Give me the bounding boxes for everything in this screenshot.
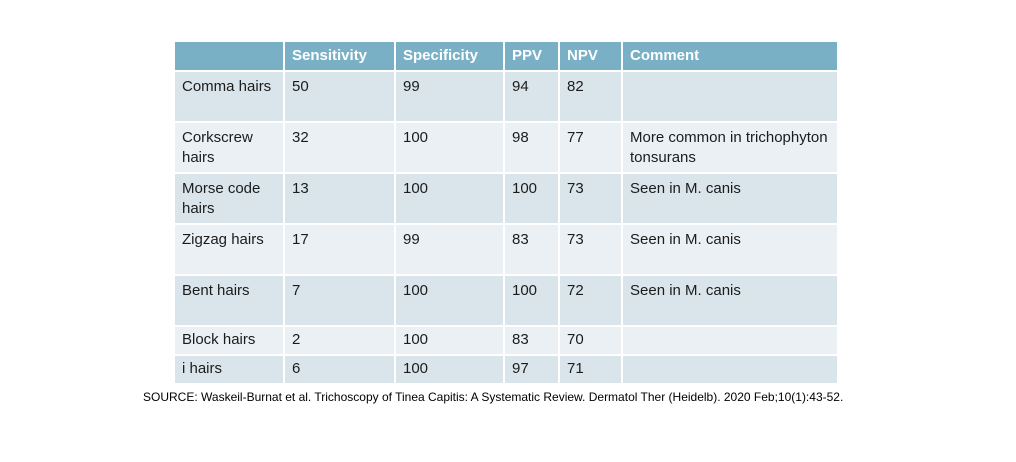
comment-cell: More common in trichophyton tonsurans [623,123,837,172]
comment-cell [623,72,837,121]
table-row-morse-code-hairs: Morse code hairs 13 100 100 73 Seen in M… [175,174,837,223]
sensitivity-cell: 50 [285,72,394,121]
row-label: i hairs [175,356,283,383]
comment-cell: Seen in M. canis [623,174,837,223]
comment-cell [623,356,837,383]
sensitivity-cell: 13 [285,174,394,223]
npv-cell: 82 [560,72,621,121]
table-row-bent-hairs: Bent hairs 7 100 100 72 Seen in M. canis [175,276,837,325]
sensitivity-cell: 32 [285,123,394,172]
specificity-cell: 100 [396,174,503,223]
trichoscopy-findings-table: Sensitivity Specificity PPV NPV Comment … [173,40,839,385]
specificity-cell: 100 [396,123,503,172]
ppv-cell: 97 [505,356,558,383]
column-header-comment: Comment [623,42,837,70]
row-label: Block hairs [175,327,283,354]
npv-cell: 73 [560,225,621,274]
ppv-cell: 94 [505,72,558,121]
npv-cell: 77 [560,123,621,172]
ppv-cell: 83 [505,225,558,274]
row-label: Zigzag hairs [175,225,283,274]
column-header-specificity: Specificity [396,42,503,70]
specificity-cell: 99 [396,225,503,274]
npv-cell: 73 [560,174,621,223]
row-label: Comma hairs [175,72,283,121]
sensitivity-cell: 6 [285,356,394,383]
column-header-ppv: PPV [505,42,558,70]
column-header-sensitivity: Sensitivity [285,42,394,70]
comment-cell: Seen in M. canis [623,225,837,274]
comment-cell: Seen in M. canis [623,276,837,325]
comment-cell [623,327,837,354]
npv-cell: 70 [560,327,621,354]
specificity-cell: 100 [396,356,503,383]
column-header-blank [175,42,283,70]
sensitivity-cell: 7 [285,276,394,325]
ppv-cell: 100 [505,174,558,223]
table-row-comma-hairs: Comma hairs 50 99 94 82 [175,72,837,121]
specificity-cell: 100 [396,276,503,325]
table-header-row: Sensitivity Specificity PPV NPV Comment [175,42,837,70]
npv-cell: 72 [560,276,621,325]
column-header-npv: NPV [560,42,621,70]
source-citation: SOURCE: Waskeil-Burnat et al. Trichoscop… [143,390,844,404]
sensitivity-cell: 17 [285,225,394,274]
table-row-block-hairs: Block hairs 2 100 83 70 [175,327,837,354]
ppv-cell: 100 [505,276,558,325]
ppv-cell: 83 [505,327,558,354]
specificity-cell: 100 [396,327,503,354]
table-row-zigzag-hairs: Zigzag hairs 17 99 83 73 Seen in M. cani… [175,225,837,274]
table-row-i-hairs: i hairs 6 100 97 71 [175,356,837,383]
row-label: Morse code hairs [175,174,283,223]
npv-cell: 71 [560,356,621,383]
row-label: Bent hairs [175,276,283,325]
row-label: Corkscrew hairs [175,123,283,172]
table-row-corkscrew-hairs: Corkscrew hairs 32 100 98 77 More common… [175,123,837,172]
ppv-cell: 98 [505,123,558,172]
specificity-cell: 99 [396,72,503,121]
sensitivity-cell: 2 [285,327,394,354]
